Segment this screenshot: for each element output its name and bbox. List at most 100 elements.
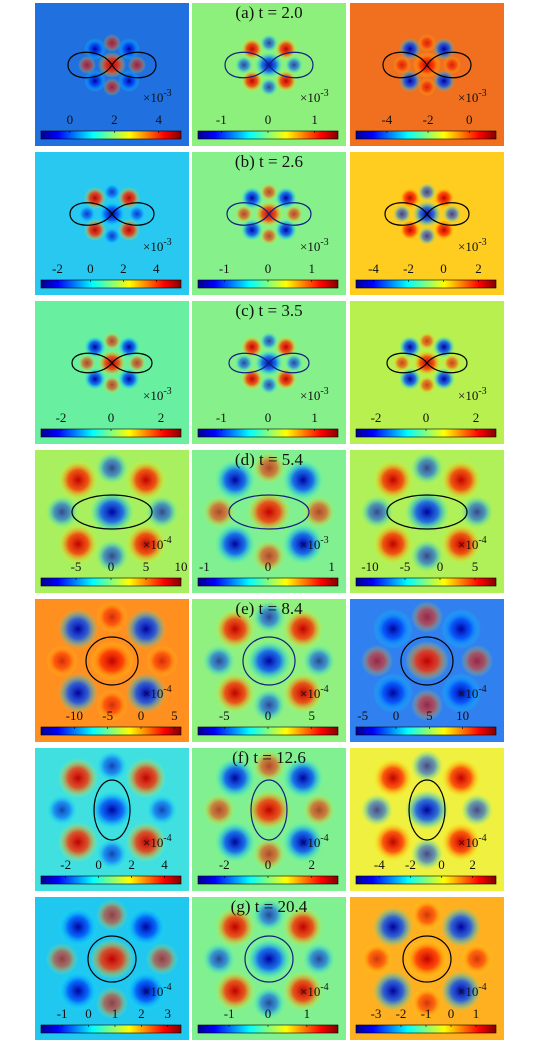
colorbar-tick-label: 0 [423,410,430,425]
field-lobe [118,336,140,358]
multiplier-base: ×10 [458,239,478,254]
field-lobe [411,838,443,870]
multiplier-exponent: -3 [478,88,486,99]
colorbar-tick-label: 0 [265,1006,272,1021]
colorbar-tick-label: 0 [438,857,445,872]
multiplier-label: ×10-4 [458,833,487,850]
colorbar-tick-label: 0 [108,559,115,574]
field [361,899,493,1019]
multiplier-base: ×10 [143,835,163,850]
field-lobe [418,34,436,52]
field-lobe [247,492,291,532]
field-lobe [433,219,455,241]
panel: ×10-3 -4 -2 0 2 [350,152,504,295]
row-label: (d) t = 5.4 [235,450,304,469]
field-lobe [443,56,461,74]
colorbar-tick-label: 0 [265,708,272,723]
colorbar [355,279,497,289]
field-lobe [418,227,436,245]
field [46,750,178,870]
field-lobe [118,368,140,390]
field-lobe [275,187,297,209]
field-lobe [275,70,297,92]
colorbar [40,726,182,736]
field-lobe [58,460,98,500]
panel: ×10-3 0 2 4 [35,3,189,146]
field-lobe [275,368,297,390]
field-lobe [58,971,98,1011]
colorbar-tick-label: 0 [393,708,400,723]
multiplier-exponent: -4 [163,684,171,695]
field [228,332,310,394]
field-lobe [241,70,263,92]
multiplier-base: ×10 [458,984,478,999]
multiplier-base: ×10 [300,686,320,701]
field-lobe [90,492,134,532]
multiplier-base: ×10 [458,835,478,850]
multiplier-base: ×10 [300,239,320,254]
field-lobe [58,822,98,862]
colorbar-tick-label: -1 [219,261,230,276]
field-lobe [215,907,255,947]
multiplier-exponent: -4 [478,982,486,993]
colorbar-tick-label: -1 [199,559,210,574]
colorbar-tick-label: 0 [95,857,102,872]
field-lobe [260,332,278,350]
field-lobe [373,609,413,649]
panel: ×10-4 -1 0 1 2 3 [35,897,189,1040]
field-lobe [126,524,166,564]
field-lobe [58,609,98,649]
field-lobe [285,56,303,74]
field-lobe [399,187,421,209]
colorbar-tick-label: 1 [311,410,318,425]
field-lobe [283,460,323,500]
multiplier-exponent: -3 [163,386,171,397]
field-lobe [260,227,278,245]
colorbar-tick-label: 5 [309,708,316,723]
interface-contour [224,51,314,79]
panel: ×10-4 -2 0 2 4 [35,748,189,891]
interface-contour [384,202,470,226]
colorbar-tick-label: 1 [328,559,335,574]
field [224,34,314,96]
multiplier-exponent: -4 [320,833,328,844]
field-lobe [441,609,481,649]
multiplier-base: ×10 [300,984,320,999]
field-lobe [433,70,455,92]
colorbar-tick-label: -1 [224,1006,235,1021]
multiplier-exponent: -3 [478,386,486,397]
field-lobe [203,794,235,826]
field-lobe [235,205,253,223]
field-lobe [46,794,78,826]
field-lobe [253,987,285,1019]
field [386,332,468,394]
field [361,601,493,721]
row-label: (g) t = 20.4 [231,897,308,916]
colorbar-tick-label: 1 [112,1006,119,1021]
field-lobe [418,376,436,394]
colorbar-tick-label: 5 [472,559,479,574]
colorbar-tick-label: 2 [475,261,482,276]
field-lobe [253,601,285,633]
colorbar-tick-label: 0 [440,261,447,276]
field-lobe [361,794,393,826]
multiplier-base: ×10 [143,686,163,701]
field-lobe [283,822,323,862]
multiplier-exponent: -3 [163,88,171,99]
multiplier-label: ×10-4 [143,535,172,552]
field-lobe [275,219,297,241]
field-lobe [411,689,443,721]
field-lobe [443,205,461,223]
colorbar-tick-label: 1 [309,261,316,276]
field-lobe [441,907,481,947]
multiplier-label: ×10-4 [143,982,172,999]
field-lobe [126,609,166,649]
multiplier-base: ×10 [300,90,320,105]
row-label: (e) t = 8.4 [235,599,303,618]
field-lobe [58,673,98,713]
field-lobe [361,943,393,975]
colorbar-tick-label: -2 [56,410,67,425]
field-lobe [96,838,128,870]
field-lobe [399,38,421,60]
